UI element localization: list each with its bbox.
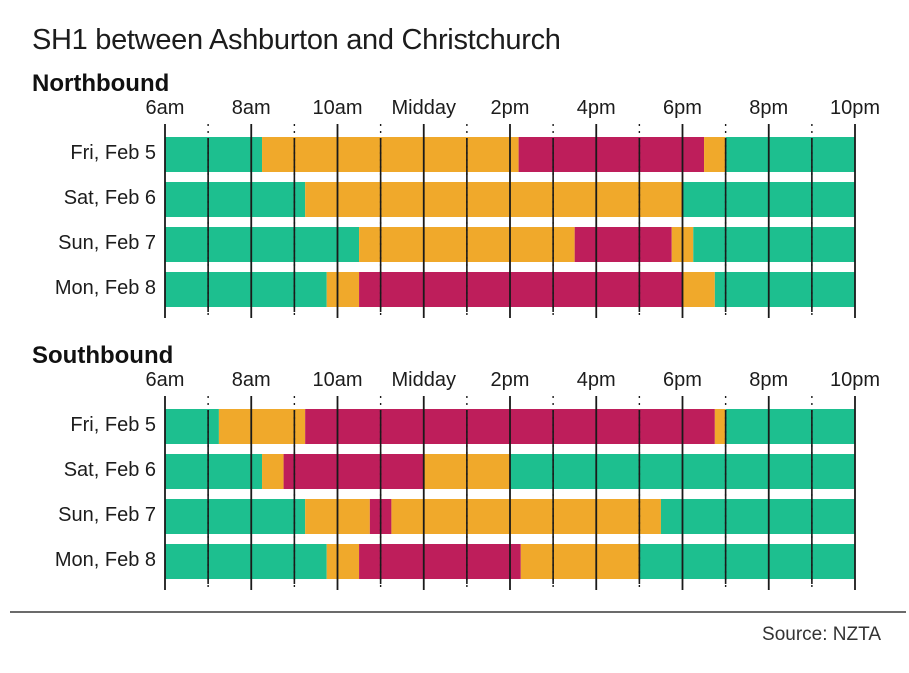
northbound-tick-label: Midday [391, 97, 456, 119]
southbound-segment-green [165, 409, 219, 444]
southbound-tick-label: 6pm [663, 369, 702, 391]
northbound-tick-label: 6am [145, 97, 185, 119]
northbound-segment-orange [704, 137, 726, 172]
northbound-segment-green [693, 227, 855, 262]
southbound-segment-orange [520, 544, 640, 579]
northbound-segment-green [165, 182, 306, 217]
southbound-segment-orange [326, 544, 360, 579]
northbound-segment-green [725, 137, 855, 172]
northbound-row-label: Mon, Feb 8 [54, 277, 156, 299]
northbound-tick-label: 10am [312, 97, 363, 119]
southbound-segment-green [660, 499, 855, 534]
northbound-segment-orange [305, 182, 683, 217]
southbound-segment-orange [714, 409, 726, 444]
northbound-row-label: Sun, Feb 7 [58, 232, 156, 254]
northbound-segment-green [165, 137, 263, 172]
northbound-segment-red [518, 137, 705, 172]
northbound-segment-green [714, 272, 855, 307]
southbound-row-label: Sun, Feb 7 [58, 504, 156, 526]
northbound-segment-green [165, 272, 327, 307]
southbound-segment-red [283, 454, 424, 489]
northbound-tick-label: 2pm [490, 97, 530, 119]
footer-divider [10, 611, 906, 613]
southbound-tick-label: 6am [145, 369, 185, 391]
northbound-segment-red [359, 272, 683, 307]
northbound-tick-label: 4pm [576, 97, 616, 119]
northbound-segment-orange [326, 272, 360, 307]
southbound-tick-label: 8pm [749, 369, 789, 391]
southbound-row-label: Sat, Feb 6 [63, 459, 156, 481]
northbound-tick-label: 6pm [663, 97, 702, 119]
northbound-heading: Northbound [32, 70, 170, 97]
southbound-tick-label: 10pm [829, 369, 881, 391]
southbound-segment-green [165, 544, 327, 579]
southbound-segment-orange [262, 454, 284, 489]
southbound-tick-label: 10am [312, 369, 363, 391]
northbound-tick-label: 10pm [829, 97, 881, 119]
southbound-heading: Southbound [32, 342, 174, 369]
northbound-segment-green [165, 227, 360, 262]
northbound-tick-label: 8am [231, 97, 271, 119]
northbound-row-label: Fri, Feb 5 [70, 142, 156, 164]
northbound-segment-orange [682, 272, 715, 307]
northbound-segment-orange [262, 137, 519, 172]
southbound-segment-green [165, 454, 263, 489]
southbound-segment-green [639, 544, 855, 579]
southbound-tick-label: Midday [391, 369, 456, 391]
southbound-segment-red [359, 544, 521, 579]
southbound-row-label: Fri, Feb 5 [70, 414, 156, 436]
southbound-tick-label: 8am [231, 369, 271, 391]
southbound-tick-label: 4pm [576, 369, 616, 391]
source-credit: Source: NZTA [762, 624, 881, 645]
chart-title: SH1 between Ashburton and Christchurch [32, 24, 561, 56]
southbound-segment-green [725, 409, 855, 444]
northbound-row-label: Sat, Feb 6 [63, 187, 156, 209]
southbound-segment-orange [391, 499, 661, 534]
southbound-row-label: Mon, Feb 8 [54, 549, 156, 571]
southbound-segment-orange [218, 409, 306, 444]
southbound-segment-green [165, 499, 306, 534]
northbound-segment-red [574, 227, 672, 262]
northbound-tick-label: 8pm [749, 97, 789, 119]
southbound-tick-label: 2pm [490, 369, 530, 391]
